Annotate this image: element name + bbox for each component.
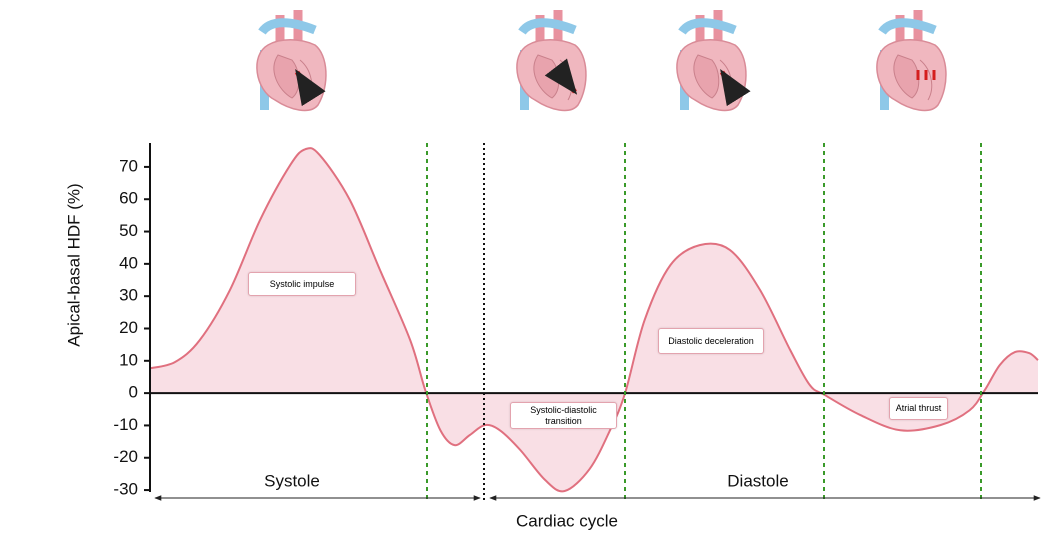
y-tick-label: 20 bbox=[119, 318, 138, 337]
phase-lines bbox=[426, 143, 982, 500]
annotation: Diastolic deceleration bbox=[658, 328, 764, 354]
y-tick-label: 10 bbox=[119, 350, 138, 369]
area bbox=[150, 148, 1038, 492]
y-tick-label: 50 bbox=[119, 221, 138, 240]
x-axis-label: Cardiac cycle bbox=[516, 511, 618, 530]
phase-label: Systole bbox=[264, 471, 320, 490]
y-tick-label: -20 bbox=[113, 447, 138, 466]
y-tick-label: 0 bbox=[129, 383, 138, 402]
y-axis-label: Apical-basal HDF (%) bbox=[64, 183, 83, 346]
y-tick-label: -30 bbox=[113, 480, 138, 499]
annotation: Systolic impulse bbox=[248, 272, 356, 296]
annotation: Systolic-diastolic transition bbox=[510, 402, 617, 429]
y-tick-label: 30 bbox=[119, 286, 138, 305]
y-tick-label: -10 bbox=[113, 415, 138, 434]
heart-illustration bbox=[877, 10, 946, 110]
heart-illustration bbox=[677, 10, 751, 110]
phase-label: Diastole bbox=[727, 471, 788, 490]
heart-illustration bbox=[517, 10, 586, 110]
heart-illustration bbox=[257, 10, 326, 110]
y-tick-label: 70 bbox=[119, 156, 138, 175]
annotation: Atrial thrust bbox=[889, 397, 948, 420]
y-tick-label: 40 bbox=[119, 253, 138, 272]
line bbox=[149, 147, 1039, 493]
y-tick-label: 60 bbox=[119, 189, 138, 208]
